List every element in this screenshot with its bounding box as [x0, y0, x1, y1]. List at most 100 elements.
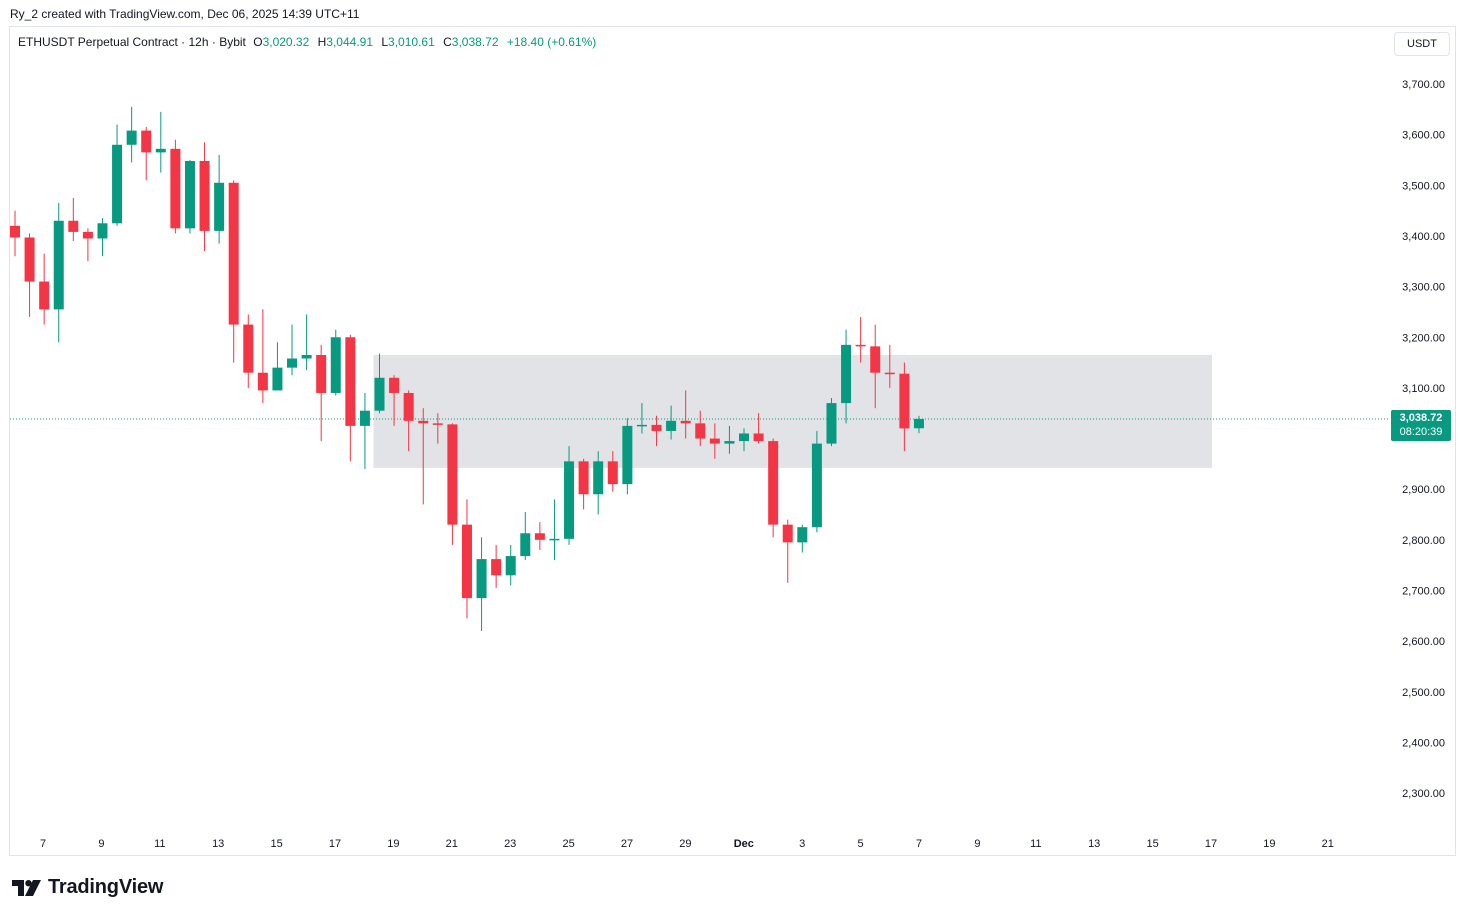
candle[interactable] [607, 451, 618, 492]
candle[interactable] [461, 499, 472, 619]
tradingview-logo-text: TradingView [48, 876, 164, 898]
chart-pane[interactable] [9, 26, 1456, 856]
candle[interactable] [10, 210, 20, 257]
candle[interactable] [112, 124, 123, 226]
candle[interactable] [432, 413, 443, 444]
candle[interactable] [651, 415, 662, 447]
candle-body [622, 425, 633, 485]
candle[interactable] [24, 233, 35, 317]
candle[interactable] [155, 111, 166, 173]
candle[interactable] [709, 423, 720, 459]
candle[interactable] [345, 334, 356, 462]
candle[interactable] [330, 329, 341, 396]
candle[interactable] [141, 127, 152, 181]
y-tick-label: 3,100.00 [1402, 383, 1445, 395]
candle[interactable] [534, 522, 545, 550]
tradingview-logo[interactable]: TradingView [12, 876, 163, 899]
candle[interactable] [753, 413, 764, 444]
candle[interactable] [359, 392, 370, 469]
open-value: 3,020.32 [262, 35, 310, 49]
candle[interactable] [826, 398, 837, 447]
candle-body [564, 461, 575, 539]
x-tick-label: 9 [98, 838, 104, 850]
candle[interactable] [214, 154, 225, 244]
candle[interactable] [476, 537, 487, 632]
candle[interactable] [680, 390, 691, 439]
candle-body [97, 223, 108, 239]
x-tick-label: 3 [799, 838, 805, 850]
candle[interactable] [257, 309, 268, 404]
candle[interactable] [636, 403, 647, 434]
candle[interactable] [272, 342, 283, 391]
x-tick-label: 19 [387, 838, 399, 850]
candle[interactable] [841, 329, 852, 424]
candle[interactable] [811, 430, 822, 533]
ohlc-legend: ETHUSDT Perpetual Contract · 12h · Bybit… [18, 35, 596, 49]
candle[interactable] [287, 324, 298, 376]
candle-body [651, 424, 662, 431]
candle[interactable] [447, 423, 458, 545]
candle[interactable] [884, 344, 895, 388]
tradingview-logo-icon [12, 879, 41, 896]
candle[interactable] [913, 415, 924, 434]
candle-body [607, 461, 618, 485]
candle[interactable] [505, 544, 516, 586]
x-tick-label: 13 [1088, 838, 1100, 850]
candle[interactable] [39, 253, 50, 325]
candle[interactable] [301, 314, 312, 371]
candle[interactable] [899, 362, 910, 452]
candle[interactable] [768, 438, 779, 538]
candle[interactable] [695, 410, 706, 447]
candle-body [476, 559, 487, 599]
candle[interactable] [491, 544, 502, 588]
bar-countdown: 08:20:39 [1399, 426, 1443, 438]
candle[interactable] [97, 218, 108, 257]
candle[interactable] [870, 324, 881, 409]
candle[interactable] [228, 180, 239, 363]
candle[interactable] [389, 375, 400, 426]
candle[interactable] [564, 446, 575, 545]
candle[interactable] [593, 451, 604, 515]
candle-body [899, 373, 910, 429]
candle-body [68, 220, 79, 232]
candle-body [112, 144, 123, 224]
candle[interactable] [724, 425, 735, 454]
candle[interactable] [520, 511, 531, 561]
candle[interactable] [68, 197, 79, 242]
candle[interactable] [797, 524, 808, 553]
candle[interactable] [374, 353, 385, 414]
candle[interactable] [126, 106, 137, 163]
candle-body [797, 527, 808, 543]
symbol-title[interactable]: ETHUSDT Perpetual Contract · 12h · Bybit [18, 35, 246, 49]
consolidation-zone[interactable] [373, 354, 1213, 468]
candle[interactable] [622, 418, 633, 495]
y-tick-label: 3,200.00 [1402, 332, 1445, 344]
candle[interactable] [184, 159, 195, 234]
candle-body [170, 148, 181, 229]
candle-body [257, 372, 268, 391]
candle-body [141, 130, 152, 153]
candle[interactable] [53, 203, 64, 343]
candle[interactable] [199, 142, 210, 252]
candle[interactable] [82, 228, 93, 262]
candle[interactable] [666, 405, 677, 440]
candle[interactable] [855, 316, 866, 363]
currency-unit-button[interactable]: USDT [1394, 32, 1450, 56]
y-tick-label: 2,500.00 [1402, 687, 1445, 699]
candle-body [826, 403, 837, 444]
low-value: 3,010.61 [388, 35, 435, 49]
candle[interactable] [549, 499, 560, 561]
candle[interactable] [418, 408, 429, 505]
candle[interactable] [578, 458, 589, 510]
candle[interactable] [316, 344, 327, 442]
last-price-value: 3,038.72 [1399, 412, 1443, 424]
candle-body [505, 556, 516, 576]
candle[interactable] [243, 314, 254, 388]
candle[interactable] [739, 428, 749, 452]
candle[interactable] [403, 390, 414, 452]
candle[interactable] [170, 139, 181, 234]
candle-body [811, 443, 822, 528]
candle-body [82, 231, 93, 239]
candle[interactable] [782, 519, 793, 583]
